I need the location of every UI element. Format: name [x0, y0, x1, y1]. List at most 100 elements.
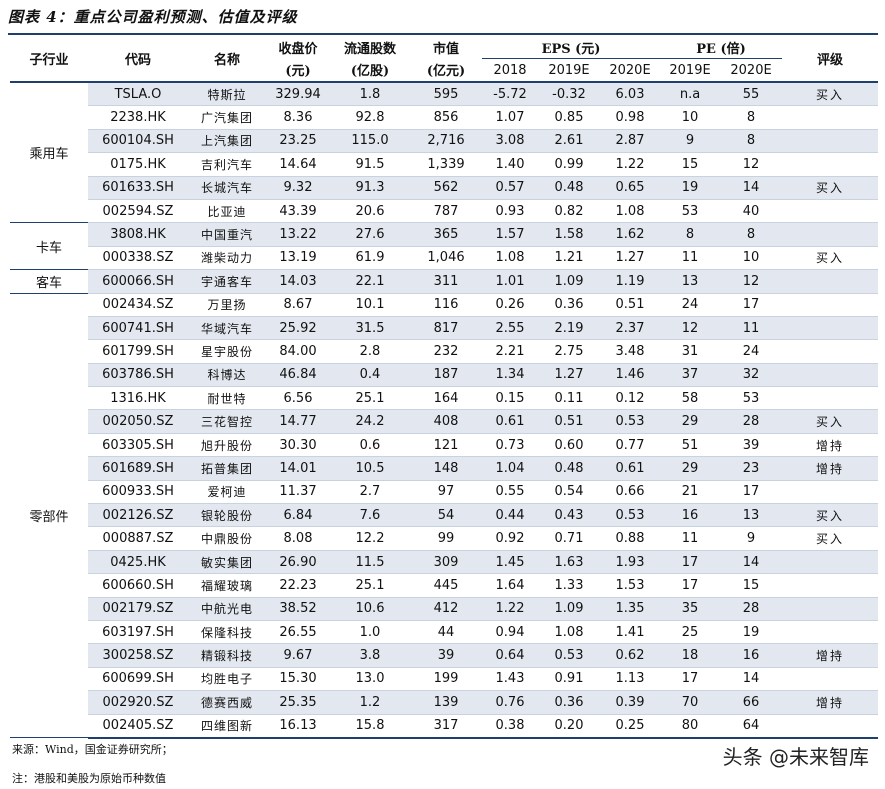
- cell-market-cap: 1,046: [410, 246, 482, 271]
- cell-market-cap: 54: [410, 503, 482, 528]
- cell-market-cap: 121: [410, 433, 482, 458]
- cell-name: 中航光电: [188, 597, 266, 621]
- cell-rating: [782, 339, 879, 364]
- cell-eps-2020e: 0.66: [600, 480, 661, 505]
- cell-float-shares: 1.0: [330, 620, 410, 645]
- cell-market-cap: 408: [410, 409, 482, 434]
- cell-float-shares: 7.6: [330, 503, 410, 528]
- cell-code: 002405.SZ: [88, 714, 188, 739]
- cell-pe-2020e: 17: [720, 293, 783, 317]
- cell-code: 601799.SH: [88, 339, 188, 364]
- cell-pe-2019e: 17: [660, 667, 721, 692]
- cell-price: 30.30: [266, 433, 330, 458]
- cell-price: 13.22: [266, 222, 330, 247]
- cell-eps-2020e: 0.61: [600, 456, 661, 481]
- header-mcap-unit: (亿元): [410, 58, 482, 83]
- segment-label: 卡车: [10, 222, 88, 271]
- table-row: 000887.SZ 中鼎股份 8.08 12.2 99 0.92 0.71 0.88 11 9 买入: [10, 526, 879, 551]
- cell-pe-2020e: 11: [720, 316, 783, 341]
- cell-pe-2019e: 53: [660, 199, 721, 224]
- table-header: 子行业 代码 名称 收盘价 流通股数 市值 EPS (元) PE (倍) 评级 …: [10, 36, 879, 83]
- cell-float-shares: 1.2: [330, 690, 410, 715]
- cell-rating: [782, 293, 879, 317]
- cell-eps-2018: 0.73: [482, 433, 538, 458]
- header-price: 收盘价: [278, 41, 318, 57]
- cell-rating: [782, 386, 879, 411]
- cell-pe-2020e: 32: [720, 363, 783, 388]
- cell-price: 8.67: [266, 293, 330, 317]
- cell-pe-2020e: 15: [720, 573, 783, 598]
- cell-eps-2018: 0.38: [482, 714, 538, 739]
- cell-pe-2020e: 19: [720, 620, 783, 645]
- cell-eps-2018: 0.93: [482, 199, 538, 224]
- cell-pe-2019e: 11: [660, 246, 721, 271]
- cell-rating: 买入: [782, 176, 879, 200]
- cell-eps-2020e: 0.88: [600, 526, 661, 551]
- cell-price: 15.30: [266, 667, 330, 692]
- cell-eps-2019e: 0.85: [538, 105, 600, 130]
- cell-eps-2020e: 1.13: [600, 667, 661, 692]
- cell-rating: 买入: [782, 246, 879, 271]
- cell-rating: [782, 269, 879, 294]
- cell-eps-2020e: 2.37: [600, 316, 661, 341]
- cell-eps-2020e: 0.77: [600, 433, 661, 458]
- cell-market-cap: 44: [410, 620, 482, 645]
- cell-pe-2019e: 80: [660, 714, 721, 739]
- cell-code: 601689.SH: [88, 456, 188, 481]
- cell-market-cap: 116: [410, 293, 482, 317]
- table-row: 0175.HK 吉利汽车 14.64 91.5 1,339 1.40 0.99 1.22 15 1…: [10, 152, 879, 177]
- cell-name: 均胜电子: [188, 667, 266, 692]
- cell-eps-2018: 1.07: [482, 105, 538, 130]
- cell-name: 广汽集团: [188, 105, 266, 130]
- cell-float-shares: 92.8: [330, 105, 410, 130]
- cell-eps-2020e: 0.12: [600, 386, 661, 411]
- cell-eps-2019e: -0.32: [538, 82, 600, 107]
- cell-float-shares: 27.6: [330, 222, 410, 247]
- cell-market-cap: 445: [410, 573, 482, 598]
- header-name: 名称: [188, 36, 266, 83]
- cell-eps-2020e: 1.27: [600, 246, 661, 271]
- cell-price: 11.37: [266, 480, 330, 505]
- cell-market-cap: 311: [410, 269, 482, 294]
- cell-pe-2019e: 29: [660, 409, 721, 434]
- cell-eps-2019e: 0.20: [538, 714, 600, 739]
- cell-code: 0175.HK: [88, 152, 188, 177]
- table-row: 002594.SZ 比亚迪 43.39 20.6 787 0.93 0.82 1.08 53 40: [10, 199, 879, 224]
- cell-rating: [782, 620, 879, 645]
- cell-eps-2018: 1.08: [482, 246, 538, 271]
- cell-rating: [782, 152, 879, 177]
- cell-eps-2019e: 0.48: [538, 456, 600, 481]
- cell-code: 600699.SH: [88, 667, 188, 692]
- cell-code: 600066.SH: [88, 269, 188, 294]
- watermark: 头条 @未来智库: [722, 745, 869, 769]
- cell-price: 8.36: [266, 105, 330, 130]
- cell-price: 14.77: [266, 409, 330, 434]
- table-row: 客车 600066.SH 宇通客车 14.03 22.1 311 1.01 1.09 1.19 1…: [10, 269, 879, 294]
- cell-code: 002126.SZ: [88, 503, 188, 528]
- cell-eps-2019e: 0.36: [538, 293, 600, 317]
- cell-eps-2018: 0.57: [482, 176, 538, 200]
- cell-code: 002050.SZ: [88, 409, 188, 434]
- cell-eps-2019e: 0.36: [538, 690, 600, 715]
- header-code: 代码: [88, 36, 188, 83]
- cell-code: 600933.SH: [88, 480, 188, 505]
- cell-eps-2018: 1.45: [482, 550, 538, 575]
- table-row: 卡车 3808.HK 中国重汽 13.22 27.6 365 1.57 1.58 1.62 8 8: [10, 222, 879, 271]
- cell-market-cap: 317: [410, 714, 482, 739]
- table-row: 002179.SZ 中航光电 38.52 10.6 412 1.22 1.09 1.35 35 2…: [10, 597, 879, 621]
- cell-code: 600660.SH: [88, 573, 188, 598]
- cell-float-shares: 12.2: [330, 526, 410, 551]
- table-row: 2238.HK 广汽集团 8.36 92.8 856 1.07 0.85 0.98 10 8: [10, 105, 879, 130]
- table-row: 600699.SH 均胜电子 15.30 13.0 199 1.43 0.91 1.13 17 1…: [10, 667, 879, 692]
- cell-float-shares: 24.2: [330, 409, 410, 434]
- cell-pe-2020e: 17: [720, 480, 783, 505]
- cell-price: 13.19: [266, 246, 330, 271]
- cell-name: 万里扬: [188, 293, 266, 317]
- table-row: 600741.SH 华域汽车 25.92 31.5 817 2.55 2.19 2.37 12 1…: [10, 316, 879, 341]
- cell-pe-2019e: 11: [660, 526, 721, 551]
- cell-pe-2019e: 24: [660, 293, 721, 317]
- cell-name: 上汽集团: [188, 129, 266, 154]
- cell-eps-2018: 1.34: [482, 363, 538, 388]
- cell-float-shares: 10.6: [330, 597, 410, 621]
- cell-market-cap: 2,716: [410, 129, 482, 154]
